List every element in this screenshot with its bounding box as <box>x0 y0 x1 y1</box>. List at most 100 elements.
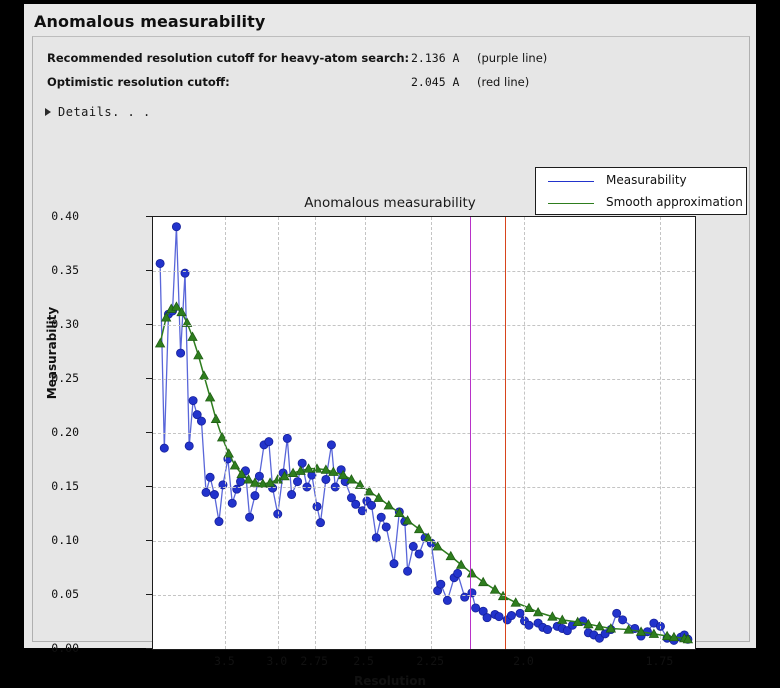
data-point <box>312 501 322 511</box>
data-point <box>155 258 165 268</box>
data-point <box>216 431 228 442</box>
data-point <box>320 464 332 474</box>
data-point <box>330 482 340 492</box>
data-point <box>402 515 413 525</box>
y-tick-mark <box>146 216 152 217</box>
x-tick-label: 3.5 <box>213 654 235 668</box>
data-point <box>668 631 680 642</box>
data-point <box>321 474 331 484</box>
grid-line-vertical <box>524 217 526 649</box>
data-point <box>532 606 544 617</box>
data-point <box>187 331 198 341</box>
data-point <box>524 620 534 630</box>
data-point <box>489 584 501 594</box>
data-point <box>184 441 194 451</box>
data-point <box>583 618 594 629</box>
data-point <box>236 477 246 487</box>
optimistic-cutoff-value: 2.045 A <box>411 75 460 89</box>
data-point <box>506 611 516 621</box>
legend-swatch-measurability <box>548 181 594 182</box>
data-point <box>196 416 206 426</box>
data-point <box>389 559 399 569</box>
x-tick-label: 2.25 <box>416 654 445 668</box>
x-tick-label: 1.75 <box>645 654 674 668</box>
data-point <box>297 458 307 468</box>
y-tick-label: 0.20 <box>51 425 79 439</box>
data-point <box>214 517 224 527</box>
data-point <box>287 467 299 477</box>
data-point <box>192 410 202 420</box>
data-point <box>618 615 628 625</box>
data-point <box>376 512 386 522</box>
grid-line-vertical <box>225 217 227 649</box>
y-tick-mark <box>146 324 152 325</box>
data-point <box>311 463 323 473</box>
data-point <box>264 437 274 447</box>
legend-item-measurability: Measurability <box>536 170 748 194</box>
data-point <box>254 471 264 481</box>
y-tick-mark <box>146 594 152 595</box>
y-tick-label: 0.00 <box>51 641 79 655</box>
plot-area <box>152 216 696 650</box>
data-point <box>442 595 452 605</box>
data-point <box>264 477 276 487</box>
legend-swatch-smooth <box>548 203 594 204</box>
y-tick-mark <box>146 270 152 271</box>
data-point <box>414 549 424 559</box>
data-point <box>293 477 303 487</box>
triangle-right-icon <box>45 108 51 116</box>
data-point <box>351 499 361 509</box>
data-point <box>243 474 254 484</box>
x-tick-label: 2.75 <box>300 654 329 668</box>
grid-line-horizontal <box>153 541 695 542</box>
data-point <box>229 460 241 470</box>
grid-line-vertical <box>431 217 433 649</box>
data-point <box>249 477 261 487</box>
results-window: Anomalous measurability Recommended reso… <box>24 4 756 688</box>
data-point <box>176 306 187 317</box>
data-point <box>302 482 312 492</box>
data-point <box>436 579 446 589</box>
y-tick-label: 0.30 <box>51 317 79 331</box>
grid-line-horizontal <box>153 325 695 326</box>
x-tick-label: 2.5 <box>353 654 374 668</box>
data-point <box>635 626 647 636</box>
recommended-cutoff-note: (purple line) <box>477 51 548 65</box>
data-point <box>413 523 425 534</box>
data-point <box>227 498 237 508</box>
data-point <box>354 479 366 489</box>
data-point <box>432 541 443 551</box>
data-point <box>303 463 314 473</box>
data-point <box>218 480 228 490</box>
data-point <box>477 576 489 587</box>
data-point <box>236 468 247 479</box>
data-point <box>205 472 215 482</box>
data-point <box>494 612 504 622</box>
recommended-cutoff-value: 2.136 A <box>411 51 460 65</box>
y-tick-label: 0.35 <box>51 263 79 277</box>
grid-line-horizontal <box>153 271 695 272</box>
data-point <box>250 491 260 501</box>
legend-item-smooth: Smooth approximation <box>536 192 748 216</box>
data-point <box>453 568 463 578</box>
data-point <box>557 614 568 624</box>
data-point <box>210 413 222 423</box>
optimistic-cutoff-line <box>505 217 507 649</box>
data-point <box>193 349 204 360</box>
grid-line-vertical <box>660 217 662 649</box>
data-point <box>510 597 521 607</box>
data-point <box>547 611 558 621</box>
x-tick-label: 2.0 <box>513 654 534 668</box>
data-point <box>445 550 456 561</box>
data-point <box>373 492 384 502</box>
data-point <box>523 602 535 612</box>
data-point <box>515 608 525 618</box>
data-point <box>209 490 219 500</box>
details-disclosure[interactable]: Details. . . <box>45 103 151 121</box>
data-point <box>337 469 349 480</box>
data-point <box>282 433 292 443</box>
recommended-cutoff-line <box>469 217 471 649</box>
grid-line-vertical <box>315 217 317 649</box>
data-point <box>357 506 367 516</box>
data-point <box>326 440 336 450</box>
